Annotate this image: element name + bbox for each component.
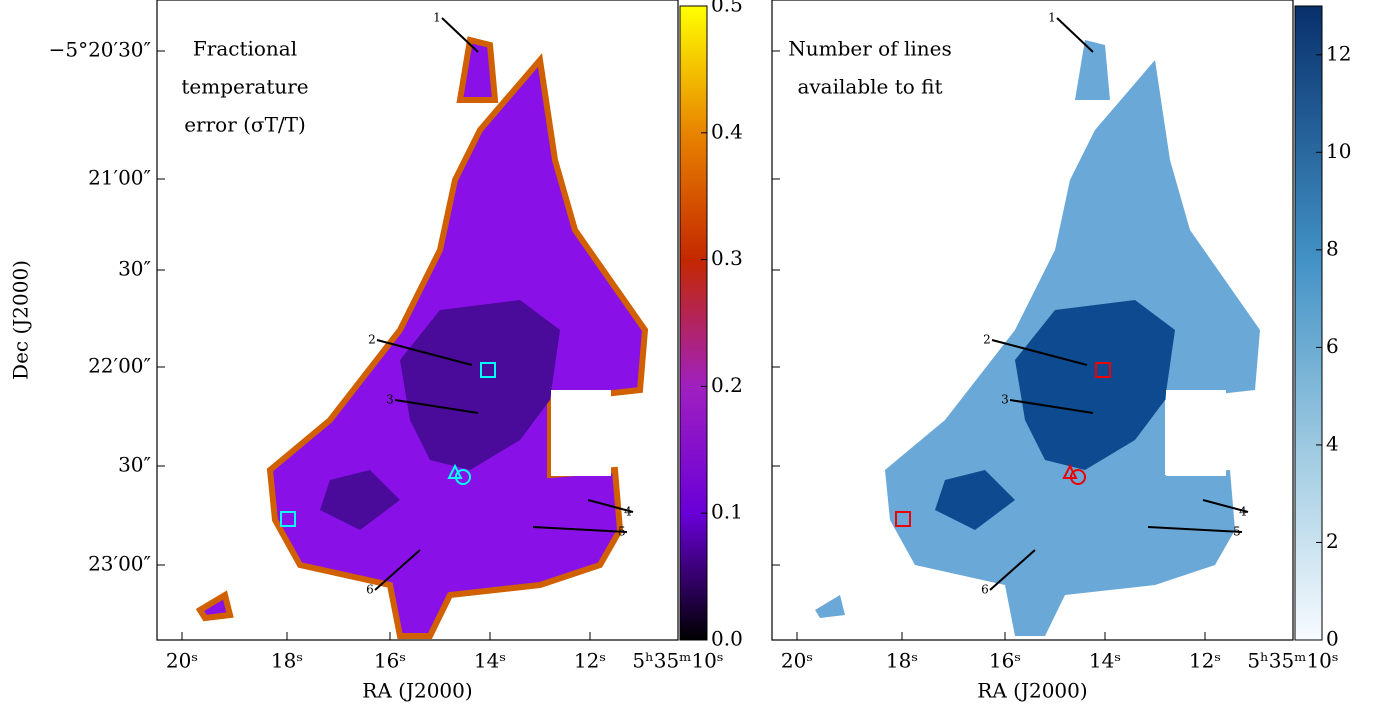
x-tick-label: 20ˢ	[781, 649, 813, 673]
marker-label: 6	[366, 583, 374, 597]
arrow	[1202, 499, 1249, 513]
y-axis-label: Dec (J2000)	[9, 260, 33, 380]
colorbar-tick-label: 0.2	[711, 373, 743, 397]
x-tick-label: 12ˢ	[574, 649, 606, 673]
arrow	[587, 499, 634, 513]
right-map	[815, 40, 1260, 636]
arrow	[991, 339, 1088, 366]
colorbar-tick-label: 4	[1326, 431, 1339, 455]
y-tick-label: −5°20′30″	[49, 38, 151, 62]
marker-label: 1	[1048, 11, 1056, 25]
x-tick-label: 16ˢ	[374, 649, 406, 673]
x-tick-label: 18ˢ	[886, 649, 918, 673]
colorbar-tick-label: 10	[1326, 139, 1351, 163]
marker-label: 2	[983, 333, 991, 347]
colorbar-tick-label: 12	[1326, 41, 1351, 65]
x-axis-label: RA (J2000)	[977, 679, 1087, 703]
colorbar	[1294, 5, 1323, 641]
arrow	[441, 17, 479, 53]
annotation: available to fit	[797, 75, 942, 99]
left-map	[200, 40, 645, 636]
y-tick-label: 30″	[118, 453, 151, 477]
marker-label: 3	[1001, 393, 1009, 407]
marker-label: 6	[981, 583, 989, 597]
axes-frame	[156, 0, 679, 641]
arrow	[1056, 17, 1094, 53]
arrow	[1009, 399, 1094, 414]
arrow	[376, 339, 473, 366]
x-tick-label: 20ˢ	[166, 649, 198, 673]
colorbar-tick-label: 0.1	[711, 500, 743, 524]
axes-frame	[771, 0, 1294, 641]
annotation: Number of lines	[788, 37, 951, 61]
arrow	[1147, 526, 1243, 533]
marker-label: 2	[368, 333, 376, 347]
arrow	[989, 549, 1036, 591]
annotation: error (σT/T)	[184, 113, 306, 137]
colorbar-tick-label: 0.3	[711, 246, 743, 270]
colorbar-tick-label: 6	[1326, 334, 1339, 358]
y-tick-label: 23′00″	[88, 552, 151, 576]
arrow	[374, 549, 421, 591]
annotation: temperature	[181, 75, 308, 99]
arrow	[532, 526, 628, 533]
x-tick-label: 14ˢ	[474, 649, 506, 673]
colorbar	[679, 5, 708, 641]
marker-label: 5	[618, 525, 626, 539]
colorbar-tick-label: 2	[1326, 529, 1339, 553]
colorbar-tick-label: 0.0	[711, 627, 743, 651]
colorbar-tick-label: 0	[1326, 627, 1339, 651]
x-tick-label: 18ˢ	[271, 649, 303, 673]
marker-label: 4	[1239, 505, 1247, 519]
y-tick-label: 30″	[118, 257, 151, 281]
x-tick-label: 14ˢ	[1089, 649, 1121, 673]
x-tick-label: 5ʰ35ᵐ10ˢ	[1247, 649, 1338, 673]
colorbar-tick-label: 0.4	[711, 119, 743, 143]
colorbar-tick-label: 0.5	[711, 0, 743, 17]
annotation: Fractional	[193, 37, 297, 61]
y-tick-label: 22′00″	[88, 354, 151, 378]
colorbar-tick-label: 8	[1326, 236, 1339, 260]
marker-label: 3	[386, 393, 394, 407]
x-tick-label: 16ˢ	[989, 649, 1021, 673]
marker-label: 5	[1233, 525, 1241, 539]
y-tick-label: 21′00″	[88, 166, 151, 190]
arrow	[394, 399, 479, 414]
x-tick-label: 12ˢ	[1189, 649, 1221, 673]
marker-label: 1	[433, 11, 441, 25]
x-tick-label: 5ʰ35ᵐ10ˢ	[632, 649, 723, 673]
marker-label: 4	[624, 505, 632, 519]
x-axis-label: RA (J2000)	[362, 679, 472, 703]
